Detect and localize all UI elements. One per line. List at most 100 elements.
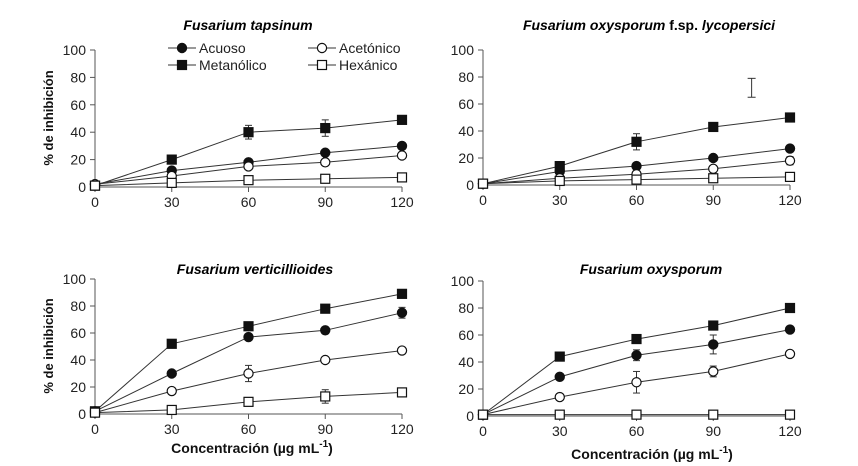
x-tick-label: 30: [164, 421, 180, 437]
data-point-hexanico: [320, 391, 331, 402]
data-point-acetonico: [784, 348, 796, 360]
y-tick-label: 20: [70, 152, 86, 168]
data-point-metanolico: [396, 288, 408, 299]
panel-fusarium-oxysporum-lycopersici: Fusarium oxysporum f.sp. lycopersici 0 20…: [451, 17, 802, 208]
x-tick-label: 90: [705, 192, 721, 208]
x-axis-label: Concentración (µg mL-1): [571, 445, 733, 462]
panel-title: Fusarium tapsinum: [183, 17, 312, 33]
data-point-acuoso: [554, 371, 565, 383]
x-tick-label: 0: [91, 194, 99, 210]
data-point-hexanico: [320, 173, 331, 184]
data-point-hexanico: [554, 175, 565, 187]
panel-fusarium-tapsinum: Fusarium tapsinum % de inhibición 0 20 40 6…: [41, 17, 414, 210]
x-tick-label: 0: [479, 423, 487, 439]
data-point-hexanico: [396, 172, 408, 183]
y-tick-label: 100: [451, 42, 475, 58]
x-tick-label: 0: [91, 421, 99, 437]
data-point-metanolico: [396, 114, 408, 125]
data-point-hexanico: [631, 409, 642, 420]
plot-area: [477, 77, 796, 189]
data-point-hexanico: [477, 178, 489, 189]
data-point-hexanico: [708, 173, 719, 184]
data-point-acuoso: [320, 325, 331, 336]
legend-label-hexanico: Hexánico: [339, 57, 398, 73]
series-line-metanolico: [482, 307, 791, 415]
data-point-acetonico: [784, 155, 796, 166]
x-tick-label: 120: [390, 421, 414, 437]
axes: 0 20 40 60 80 100 0 30 60 90 120: [63, 42, 414, 210]
panel-fusarium-verticillioides: Fusarium verticillioides % de inhibición…: [41, 261, 414, 456]
data-point-acetonico: [320, 354, 331, 366]
data-point-metanolico: [243, 127, 254, 138]
data-point-metanolico: [631, 333, 642, 345]
x-tick-label: 120: [778, 192, 802, 208]
data-point-hexanico: [243, 396, 254, 407]
y-tick-label: 0: [466, 408, 474, 424]
panel-fusarium-oxysporum: Fusarium oxysporum 0 20 40 60 80 100 0 30 60 90 12…: [451, 261, 802, 462]
legend-marker-acuoso: [176, 42, 188, 54]
plot-area: [89, 288, 408, 418]
data-point-hexanico: [89, 180, 101, 191]
axes: 0 20 40 60 80 100 0 30 60 90 120: [451, 273, 802, 439]
x-tick-label: 90: [705, 423, 721, 439]
y-tick-label: 100: [63, 271, 87, 287]
data-point-acuoso: [784, 143, 796, 154]
y-tick-label: 60: [70, 97, 86, 113]
data-point-acetonico: [708, 163, 719, 174]
y-tick-label: 0: [78, 406, 86, 422]
data-point-hexanico: [396, 387, 408, 398]
data-point-acetonico: [243, 161, 254, 172]
y-tick-label: 80: [458, 69, 474, 85]
data-point-acetonico: [243, 368, 254, 379]
data-point-acuoso: [631, 350, 642, 361]
data-point-hexanico: [166, 177, 177, 188]
y-tick-label: 40: [458, 123, 474, 139]
data-point-acuoso: [708, 152, 719, 164]
data-point-acuoso: [396, 307, 408, 318]
legend-label-acuoso: Acuoso: [199, 40, 246, 56]
data-point-hexanico: [243, 175, 254, 186]
y-tick-label: 80: [70, 298, 86, 314]
data-point-acetonico: [631, 377, 642, 388]
data-point-acetonico: [396, 150, 408, 161]
data-point-acuoso: [708, 339, 719, 350]
data-point-hexanico: [784, 171, 796, 182]
y-tick-label: 100: [451, 273, 475, 289]
data-point-metanolico: [166, 154, 177, 165]
y-tick-label: 80: [70, 69, 86, 85]
panel-title: Fusarium verticillioides: [177, 261, 334, 277]
data-point-hexanico: [89, 407, 101, 418]
x-tick-label: 120: [778, 423, 802, 439]
x-tick-label: 60: [241, 421, 257, 437]
x-tick-label: 30: [552, 423, 568, 439]
data-point-metanolico: [554, 351, 565, 362]
x-tick-label: 30: [552, 192, 568, 208]
x-tick-label: 60: [629, 192, 645, 208]
legend-label-metanolico: Metanólico: [199, 57, 267, 73]
y-axis-label: % de inhibición: [41, 70, 56, 165]
data-point-hexanico: [554, 409, 565, 420]
data-point-acetonico: [396, 345, 408, 356]
legend-marker-metanolico: [176, 59, 188, 71]
data-point-hexanico: [631, 174, 642, 185]
data-point-acetonico: [708, 366, 719, 377]
data-point-hexanico: [708, 409, 719, 420]
data-point-metanolico: [631, 136, 642, 147]
x-tick-label: 90: [317, 194, 333, 210]
data-point-metanolico: [320, 303, 331, 314]
data-point-metanolico: [708, 121, 719, 133]
panel-title: Fusarium oxysporum: [580, 261, 722, 277]
data-point-hexanico: [166, 404, 177, 416]
y-tick-label: 20: [458, 381, 474, 397]
x-tick-label: 60: [241, 194, 257, 210]
data-point-hexanico: [477, 409, 489, 420]
y-tick-label: 60: [70, 325, 86, 341]
y-tick-label: 100: [63, 42, 87, 58]
y-tick-label: 40: [70, 124, 86, 140]
data-point-metanolico: [320, 122, 331, 134]
axes: 0 20 40 60 80 100 0 30 60 90 120: [63, 271, 414, 437]
panel-title: Fusarium oxysporum f.sp. lycopersici: [523, 17, 776, 33]
data-point-hexanico: [784, 409, 796, 420]
y-tick-label: 0: [78, 179, 86, 195]
